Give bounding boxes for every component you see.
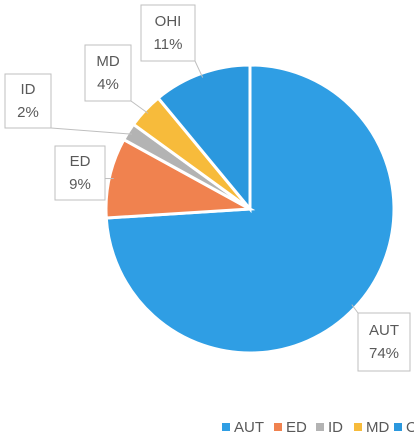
label-box bbox=[84, 44, 132, 102]
legend-label: AUT bbox=[234, 419, 264, 436]
label-category: AUT bbox=[369, 322, 399, 339]
legend-swatch bbox=[222, 423, 230, 431]
legend-swatch bbox=[274, 423, 282, 431]
legend-swatch bbox=[316, 423, 324, 431]
leader-line bbox=[351, 304, 359, 314]
legend-label: OHI bbox=[406, 419, 414, 436]
label-box bbox=[357, 312, 411, 372]
label-value: 11% bbox=[154, 36, 183, 53]
legend-swatch bbox=[354, 423, 362, 431]
label-value: 4% bbox=[97, 76, 119, 93]
label-category: ED bbox=[70, 153, 91, 170]
label-box bbox=[140, 4, 196, 62]
label-value: 2% bbox=[17, 104, 39, 121]
label-category: OHI bbox=[155, 13, 182, 30]
leader-line bbox=[130, 100, 149, 114]
leader-line bbox=[194, 60, 204, 78]
pie-slice bbox=[104, 137, 256, 220]
label-value: 74% bbox=[369, 345, 399, 362]
label-category: MD bbox=[96, 53, 119, 70]
label-box bbox=[54, 145, 106, 201]
legend-label: ID bbox=[328, 419, 343, 436]
label-value: 9% bbox=[69, 176, 91, 193]
leader-line bbox=[50, 127, 133, 135]
legend-label: MD bbox=[366, 419, 389, 436]
label-category: ID bbox=[21, 81, 36, 98]
label-box bbox=[4, 73, 52, 129]
legend-swatch bbox=[394, 423, 402, 431]
legend-label: ED bbox=[286, 419, 307, 436]
